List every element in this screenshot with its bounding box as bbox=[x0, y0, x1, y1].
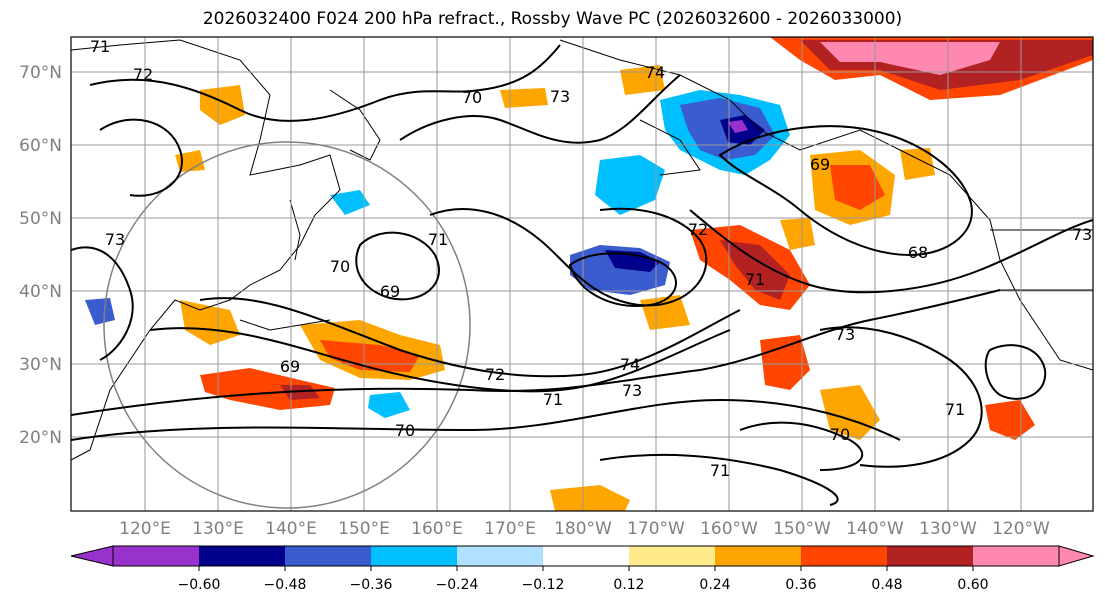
colorbar-tick-label: −0.24 bbox=[436, 577, 479, 593]
colorbar-segment bbox=[715, 546, 801, 566]
contour-label: 72 bbox=[485, 365, 505, 384]
coastlines bbox=[71, 39, 1093, 461]
colorbar-segment bbox=[199, 546, 285, 566]
colorbar-tick-label: 0.24 bbox=[699, 577, 730, 593]
map-frame bbox=[70, 36, 1094, 512]
lon-label: 140°E bbox=[265, 519, 317, 539]
colorbar: −0.60 −0.48 −0.36 −0.24 −0.12 0.12 0.24 … bbox=[70, 545, 1095, 593]
contour-label: 70 bbox=[462, 88, 482, 107]
contour-lines bbox=[71, 44, 1093, 506]
contour-label: 73 bbox=[622, 381, 642, 400]
colorbar-frame bbox=[112, 545, 1060, 567]
map-title: 2026032400 F024 200 hPa refract., Rossby… bbox=[202, 9, 903, 29]
colorbar-tick-label: −0.36 bbox=[350, 577, 393, 593]
contour-label: 71 bbox=[745, 270, 765, 289]
contour-label: 71 bbox=[90, 37, 110, 56]
colorbar-tick-label: −0.60 bbox=[178, 577, 221, 593]
contour-label: 71 bbox=[428, 230, 448, 249]
colorbar-segment bbox=[543, 546, 629, 566]
lat-label: 50°N bbox=[19, 209, 62, 229]
colorbar-segment bbox=[801, 546, 887, 566]
colorbar-arrow-right bbox=[1058, 545, 1095, 567]
contour-label: 68 bbox=[908, 243, 928, 262]
contour-label: 69 bbox=[280, 357, 300, 376]
colorbar-segment bbox=[371, 546, 457, 566]
colorbar-tick-label: −0.12 bbox=[522, 577, 565, 593]
lat-label: 30°N bbox=[19, 355, 62, 375]
contour-label: 72 bbox=[133, 65, 153, 84]
contour-label: 74 bbox=[620, 355, 640, 374]
colorbar-tick-label: 0.60 bbox=[957, 577, 988, 593]
lon-label: 120°W bbox=[992, 519, 1050, 539]
contour-label: 73 bbox=[105, 230, 125, 249]
contour-label: 71 bbox=[945, 400, 965, 419]
lon-label: 150°E bbox=[338, 519, 390, 539]
colorbar-segment bbox=[285, 546, 371, 566]
colorbar-segment bbox=[457, 546, 543, 566]
lon-label: 120°E bbox=[119, 519, 171, 539]
lon-label: 160°W bbox=[700, 519, 758, 539]
lon-label: 170°W bbox=[627, 519, 685, 539]
colorbar-arrow-left bbox=[70, 545, 114, 567]
lat-label: 70°N bbox=[19, 63, 62, 83]
anomaly-shading bbox=[85, 37, 1093, 511]
contour-label: 70 bbox=[395, 421, 415, 440]
contour-label: 71 bbox=[710, 461, 730, 480]
contour-label: 69 bbox=[380, 282, 400, 301]
colorbar-tick-label: 0.36 bbox=[785, 577, 816, 593]
lon-label: 130°W bbox=[919, 519, 977, 539]
contour-label: 74 bbox=[645, 63, 665, 82]
lat-label: 20°N bbox=[19, 428, 62, 448]
latitude-labels: 70°N 60°N 50°N 40°N 30°N 20°N bbox=[19, 63, 62, 448]
longitude-labels: 120°E 130°E 140°E 150°E 160°E 170°E 180°… bbox=[119, 519, 1050, 539]
lon-label: 140°W bbox=[846, 519, 904, 539]
contour-labels: 71 72 70 73 74 69 71 72 73 68 70 69 74 7… bbox=[90, 37, 1092, 480]
contour-label: 73 bbox=[835, 325, 855, 344]
colorbar-tick-label: 0.12 bbox=[613, 577, 644, 593]
contour-label: 72 bbox=[688, 220, 708, 239]
contour-label: 73 bbox=[550, 87, 570, 106]
lat-label: 60°N bbox=[19, 136, 62, 156]
contour-label: 71 bbox=[543, 390, 563, 409]
colorbar-segment bbox=[113, 546, 199, 566]
contour-label: 69 bbox=[810, 155, 830, 174]
contour-label: 73 bbox=[1072, 225, 1092, 244]
contour-label: 70 bbox=[330, 257, 350, 276]
colorbar-tick-label: −0.48 bbox=[264, 577, 307, 593]
lon-label: 150°W bbox=[773, 519, 831, 539]
colorbar-segment bbox=[973, 546, 1059, 566]
lon-label: 130°E bbox=[192, 519, 244, 539]
lat-label: 40°N bbox=[19, 282, 62, 302]
lon-label: 180°W bbox=[554, 519, 612, 539]
colorbar-segment bbox=[887, 546, 973, 566]
reference-circle bbox=[103, 141, 471, 509]
lon-label: 170°E bbox=[484, 519, 536, 539]
colorbar-segment bbox=[629, 546, 715, 566]
colorbar-tick-label: 0.48 bbox=[871, 577, 902, 593]
contour-label: 70 bbox=[830, 425, 850, 444]
lon-label: 160°E bbox=[411, 519, 463, 539]
